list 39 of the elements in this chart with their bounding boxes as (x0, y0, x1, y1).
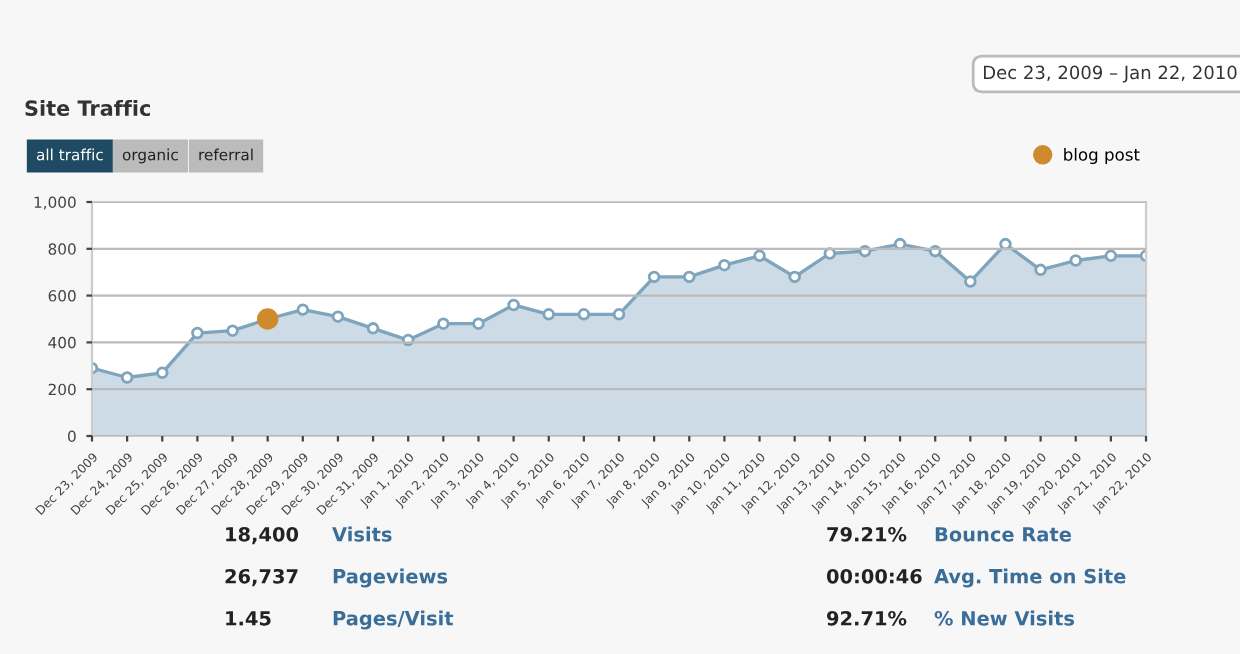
point (647, 270, 661, 284)
point (226, 324, 239, 337)
point (718, 258, 731, 272)
point (156, 366, 169, 380)
point (1069, 254, 1082, 267)
point (437, 317, 450, 330)
text: % New Visits (934, 610, 1074, 626)
point (999, 237, 1012, 251)
text: Visits (332, 526, 392, 542)
text: 18,400 (226, 526, 299, 545)
point (964, 275, 977, 288)
point (683, 270, 696, 284)
point (296, 303, 310, 316)
text: Avg. Time on Site (934, 568, 1126, 588)
text: Bounce Rate (935, 527, 1071, 542)
point (120, 371, 134, 384)
point (542, 308, 555, 321)
point (472, 317, 485, 330)
point (507, 298, 520, 312)
point (366, 322, 380, 335)
chart-title: Site Traffic (25, 99, 150, 117)
point (331, 310, 345, 323)
point (788, 270, 801, 284)
point (753, 249, 766, 263)
text: 26,737 (225, 568, 298, 587)
point (1034, 263, 1047, 277)
text: 00:00:46 (826, 568, 922, 584)
point (191, 326, 204, 340)
text: Pageviews (333, 568, 448, 588)
point (893, 237, 907, 251)
point (612, 308, 626, 321)
chart-subtitle: Dec 23, 2009 – Jan 22, 2010 (983, 65, 1237, 83)
text: 1.45 (226, 611, 271, 626)
point (577, 308, 591, 321)
text: 92.71% (827, 610, 907, 626)
point (1104, 249, 1118, 263)
text: Pages/Visit (333, 610, 454, 630)
text: 79.21% (827, 526, 907, 542)
legend-label: blog post (1064, 147, 1140, 165)
